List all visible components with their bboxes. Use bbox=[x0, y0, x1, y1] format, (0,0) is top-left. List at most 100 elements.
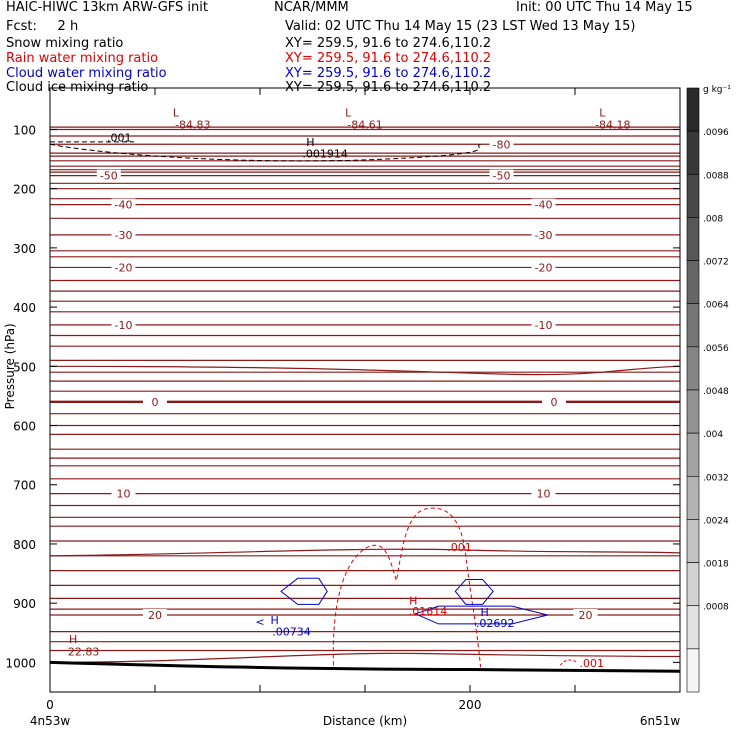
y-tick-label: 1000 bbox=[5, 656, 36, 670]
contour-20: 20 20 bbox=[50, 609, 680, 622]
colorbar-swatch bbox=[686, 260, 700, 305]
colorbar-tick-label: .0088 bbox=[703, 171, 729, 181]
contour-label: -30 bbox=[535, 229, 553, 242]
colorbar-tick-label: .0008 bbox=[703, 603, 729, 613]
annotation-label: -84.61 bbox=[347, 118, 382, 131]
colorbar-tick-label: .0032 bbox=[703, 473, 729, 483]
colorbar-tick-label: .0018 bbox=[703, 560, 729, 570]
contour-label: 10 bbox=[117, 488, 131, 501]
annotation-label: H bbox=[306, 136, 314, 149]
y-tick-label: 300 bbox=[13, 242, 36, 256]
forecast-hour: Fcst: 2 h bbox=[6, 19, 79, 34]
temperature-contour-line bbox=[49, 652, 681, 663]
annotation-label: -84.83 bbox=[175, 118, 210, 131]
contour-label: -50 bbox=[100, 170, 118, 183]
annotation-label: .02692 bbox=[476, 617, 515, 630]
model-title: HAIC-HIWC 13km ARW-GFS init bbox=[6, 0, 208, 15]
annotation-label: L bbox=[599, 106, 606, 119]
contour-label-bg bbox=[111, 198, 136, 211]
colorbar-swatch bbox=[686, 519, 700, 563]
contour-label: -80 bbox=[493, 138, 511, 151]
colorbar-tick-label: .0064 bbox=[703, 301, 729, 311]
contour-label: -40 bbox=[115, 199, 133, 212]
colorbar-swatch bbox=[686, 217, 700, 261]
contour-label-bg bbox=[531, 198, 556, 211]
x-start-label: 4n53w bbox=[30, 714, 71, 728]
colorbar-tick-label: .0056 bbox=[703, 344, 729, 354]
contour--30: -30 -30 bbox=[50, 228, 680, 242]
colorbar-swatch bbox=[686, 346, 700, 391]
contour-label-bg bbox=[96, 169, 121, 182]
annotation-label: 22.83 bbox=[68, 645, 100, 658]
field-label-snow: Snow mixing ratio bbox=[6, 36, 124, 51]
colorbar-tick-label: .0072 bbox=[703, 258, 729, 268]
annotation-label: H bbox=[481, 606, 489, 619]
field-xy-rain: XY= 259.5, 91.6 to 274.6,110.2 bbox=[285, 51, 492, 66]
contour-label-bg bbox=[531, 261, 556, 274]
organization-label: NCAR/MMM bbox=[274, 0, 349, 15]
valid-time: Valid: 02 UTC Thu 14 May 15 (23 LST Wed … bbox=[285, 19, 636, 34]
contour-label-bg bbox=[111, 318, 136, 331]
colorbar-tick-label: .0048 bbox=[703, 387, 729, 397]
annotation-label: H bbox=[409, 594, 417, 607]
y-tick-label: 100 bbox=[13, 123, 36, 137]
colorbar-tick-label: .0024 bbox=[703, 516, 729, 526]
contour-label: -50 bbox=[493, 170, 511, 183]
annotation-label: H bbox=[69, 633, 77, 646]
annotation-label: H bbox=[271, 614, 279, 627]
field-xy-snow: XY= 259.5, 91.6 to 274.6,110.2 bbox=[285, 36, 492, 51]
contour--20: -20 -20 bbox=[50, 261, 680, 274]
snow-contour bbox=[49, 143, 481, 162]
y-axis-label: Pressure (hPa) bbox=[3, 323, 17, 409]
y-tick-label: 200 bbox=[13, 183, 36, 197]
contour-label: -40 bbox=[535, 199, 553, 212]
annotation-label: .001914 bbox=[302, 147, 348, 160]
colorbar-unit: g kg⁻¹ bbox=[703, 85, 731, 95]
y-tick-label: 700 bbox=[13, 479, 36, 493]
contour-label-bg bbox=[111, 487, 136, 500]
annotation-label: .01614 bbox=[409, 605, 448, 618]
annotation-label: L bbox=[173, 106, 180, 119]
contour--10: -10 -10 bbox=[50, 318, 680, 332]
contour-label-bg bbox=[111, 228, 136, 241]
contour-label-bg bbox=[531, 318, 556, 331]
y-tick-label: 600 bbox=[13, 420, 36, 434]
colorbar-swatch bbox=[686, 130, 700, 175]
contour-10: 10 10 bbox=[50, 487, 680, 501]
contour-label-bg bbox=[573, 609, 598, 622]
colorbar-swatch bbox=[686, 605, 700, 650]
contour-label: -20 bbox=[115, 261, 133, 274]
colorbar-swatch bbox=[686, 562, 700, 607]
x-tick-label: 0 bbox=[46, 698, 54, 712]
colorbar-swatch bbox=[686, 303, 700, 348]
contour-label: 20 bbox=[148, 609, 162, 622]
field-xy-cloud-water: XY= 259.5, 91.6 to 274.6,110.2 bbox=[285, 66, 492, 81]
annotation-label: .001 bbox=[580, 657, 605, 670]
contour-label-bg bbox=[531, 487, 556, 500]
annotation-label: .00734 bbox=[272, 626, 311, 639]
contour-label-bg bbox=[489, 138, 514, 151]
init-time: Init: 00 UTC Thu 14 May 15 bbox=[516, 0, 693, 15]
colorbar-swatch bbox=[686, 432, 700, 477]
temperature-contour-line bbox=[49, 548, 681, 557]
cloud-water-contour bbox=[280, 577, 328, 605]
contour-label: 20 bbox=[579, 609, 593, 622]
contour-label-bg bbox=[531, 228, 556, 241]
contour-label: -10 bbox=[115, 319, 133, 332]
rain-contour bbox=[559, 659, 578, 666]
y-tick-label: 400 bbox=[13, 301, 36, 315]
annotation-label: < bbox=[255, 616, 264, 629]
annotation-label: .001 bbox=[107, 131, 132, 144]
x-axis-label: Distance (km) bbox=[323, 714, 407, 728]
y-tick-label: 900 bbox=[13, 597, 36, 611]
annotation-label: .001 bbox=[447, 541, 472, 554]
contour-label: 10 bbox=[537, 488, 551, 501]
temperature-contour-line bbox=[49, 365, 681, 376]
colorbar-swatch bbox=[686, 648, 700, 693]
contour--50: -50 -50 bbox=[50, 169, 680, 183]
colorbar-swatch bbox=[686, 173, 700, 218]
contour--80: -80 bbox=[50, 138, 680, 151]
contour-label-bg bbox=[143, 609, 167, 622]
colorbar-swatch bbox=[686, 87, 700, 132]
x-tick-label: 200 bbox=[459, 698, 482, 712]
